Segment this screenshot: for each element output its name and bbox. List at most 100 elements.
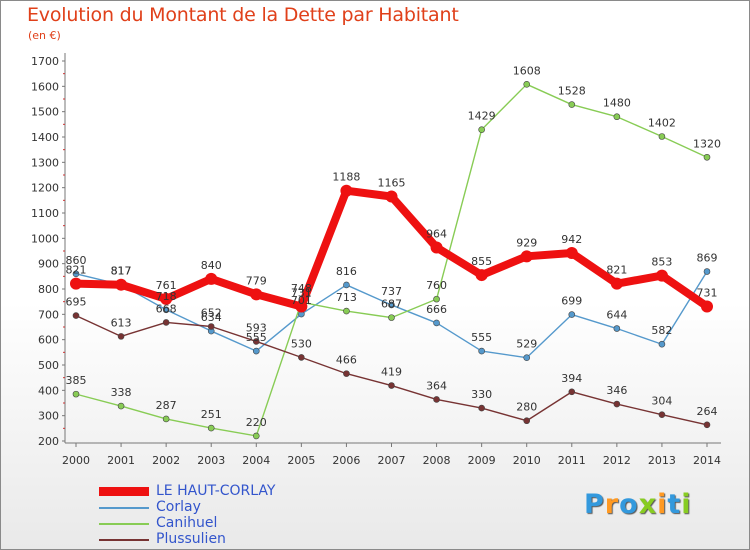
data-label: 613 <box>111 316 132 329</box>
data-point <box>475 269 488 282</box>
data-point <box>343 370 350 377</box>
data-point <box>565 247 578 260</box>
data-label: 816 <box>336 265 357 278</box>
data-label: 394 <box>561 372 582 385</box>
y-tick-label: 1700 <box>31 55 59 68</box>
data-label: 364 <box>426 379 447 392</box>
data-label: 582 <box>651 324 672 337</box>
data-point <box>701 300 713 313</box>
data-label: 666 <box>426 303 447 316</box>
data-point <box>523 354 531 361</box>
logo-letter: i <box>657 489 668 520</box>
data-labels: 821 817 761 840 779 731 1188 1165 964 855 929 942 82… <box>66 64 722 429</box>
data-label: 346 <box>606 384 627 397</box>
data-point <box>433 396 440 403</box>
data-label: 817 <box>111 265 132 278</box>
data-point <box>568 388 576 396</box>
data-point <box>252 347 260 355</box>
legend-label: Plussulien <box>156 531 226 547</box>
data-point <box>162 415 170 423</box>
data-label: 929 <box>516 236 537 249</box>
y-tick-label: 1200 <box>31 182 59 195</box>
y-tick-label: 300 <box>38 410 59 423</box>
data-label: 1165 <box>378 177 406 190</box>
logo-letter: P <box>584 489 605 520</box>
data-label: 761 <box>156 279 177 292</box>
data-point <box>207 424 215 432</box>
legend-swatch <box>99 487 149 496</box>
data-label: 1320 <box>693 137 721 150</box>
data-label: 385 <box>66 374 87 387</box>
logo-letter: r <box>604 489 620 520</box>
data-label: 860 <box>66 254 87 267</box>
data-label: 280 <box>516 401 537 414</box>
legend-swatch <box>99 539 149 541</box>
data-point <box>568 101 576 108</box>
data-point <box>162 319 170 326</box>
data-label: 419 <box>381 366 402 379</box>
data-label: 840 <box>201 259 222 272</box>
x-tick-label: 2014 <box>693 454 721 467</box>
data-label: 634 <box>201 311 222 324</box>
data-point <box>388 314 395 321</box>
data-label: 593 <box>246 321 267 334</box>
data-label: 264 <box>697 405 718 418</box>
x-tick-label: 2010 <box>513 454 541 467</box>
data-point <box>70 277 82 290</box>
data-label: 1528 <box>558 85 586 98</box>
y-tick-label: 1000 <box>31 232 59 245</box>
data-point <box>655 269 668 282</box>
data-point <box>252 432 260 440</box>
y-tick-label: 400 <box>38 384 59 397</box>
data-point <box>343 281 350 289</box>
logo-letter: t <box>667 489 682 520</box>
x-tick-label: 2013 <box>648 454 676 467</box>
data-point <box>295 300 308 313</box>
legend-swatch <box>99 523 149 525</box>
data-point <box>568 311 576 318</box>
chart-unit: (en €) <box>28 29 61 42</box>
y-tick-label: 200 <box>38 435 59 448</box>
x-tick-label: 2011 <box>558 454 586 467</box>
data-point <box>205 272 218 285</box>
data-label: 687 <box>381 298 402 311</box>
data-label: 1608 <box>513 64 541 77</box>
data-label: 287 <box>156 399 177 412</box>
x-tick-label: 2007 <box>378 454 406 467</box>
data-point <box>388 301 395 309</box>
data-point <box>478 347 485 355</box>
y-tick-label: 500 <box>38 359 59 372</box>
data-label: 699 <box>561 295 582 308</box>
data-label: 338 <box>111 386 132 399</box>
data-label: 695 <box>66 296 87 309</box>
data-label: 330 <box>471 388 492 401</box>
x-tick-label: 2002 <box>152 454 180 467</box>
data-label: 251 <box>201 408 222 421</box>
data-label: 964 <box>426 227 447 240</box>
data-point <box>658 411 666 418</box>
data-point <box>72 270 80 278</box>
data-point <box>343 307 350 315</box>
legend-label: Canihuel <box>156 515 218 531</box>
data-label: 220 <box>246 416 267 429</box>
data-point <box>72 312 80 319</box>
data-label: 821 <box>66 264 87 277</box>
data-point <box>610 277 623 290</box>
data-label: 555 <box>246 331 267 344</box>
data-label: 731 <box>291 286 312 299</box>
y-tick-label: 800 <box>38 283 59 296</box>
data-point <box>520 250 533 263</box>
data-point <box>117 402 125 410</box>
data-point <box>703 153 711 161</box>
x-tick-label: 2012 <box>603 454 631 467</box>
data-point <box>388 382 395 389</box>
data-point <box>523 417 531 425</box>
data-label: 760 <box>426 279 447 292</box>
data-point <box>478 404 485 412</box>
chart-title: Evolution du Montant de la Dette par Hab… <box>27 4 459 26</box>
data-label: 942 <box>561 233 582 246</box>
y-tick-label: 1100 <box>31 207 59 220</box>
axes: 200 300 400 500 600 700 800 900 1000 1100 1200 1300… <box>31 53 721 467</box>
y-tick-label: 1400 <box>31 131 59 144</box>
data-point <box>523 81 531 88</box>
